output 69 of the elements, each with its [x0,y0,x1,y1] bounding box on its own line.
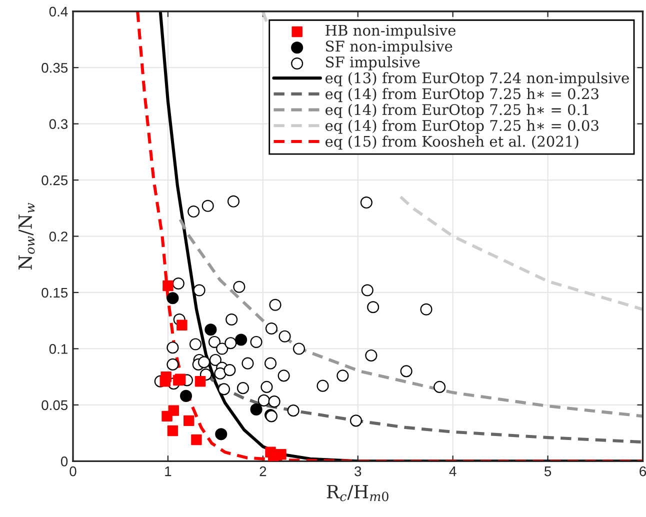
point [160,376,170,387]
y-tick-label: 0.05 [42,400,68,410]
point [215,428,228,440]
point [168,405,180,416]
point [268,396,280,408]
point [350,414,362,427]
legend-label: eq (14) from EurOtop 7.25 h∗ = 0.1 [326,104,588,118]
point [214,367,226,380]
point [361,284,374,296]
y-axis-title: N$_{ow}$/N$_{w}$ [18,202,35,270]
point [224,364,236,376]
point [265,322,278,334]
point [336,370,349,382]
x-tick-label: 5 [544,466,552,476]
point [278,370,290,382]
x-tick-label: 4 [449,466,456,476]
point [166,358,179,370]
point [218,383,230,396]
point [216,342,228,355]
legend-label: SF impulsive [326,56,420,70]
y-tick-label: 0.15 [42,288,68,298]
y-tick-label: 0.4 [49,6,68,17]
point [194,376,206,387]
legend-label: eq (13) from EurOtop 7.24 non-impulsive [326,72,629,86]
point [269,298,282,311]
x-tick-label: 6 [640,466,646,476]
legend-label: SF non-impulsive [326,40,452,54]
point [166,292,179,304]
point [235,334,248,346]
point [183,415,194,426]
point [193,284,206,296]
point [176,320,188,330]
y-tick-label: 0.2 [49,232,68,242]
point [189,338,202,350]
point [420,303,432,316]
point [250,403,262,416]
point [258,394,270,406]
point [204,324,217,336]
x-tick-label: 0 [70,466,76,476]
point [162,280,174,292]
y-tick-label: 0.25 [42,175,68,186]
point [278,330,291,342]
point [367,301,380,314]
point [242,357,254,370]
x-tick-label: 2 [260,466,266,476]
x-tick-label: 3 [354,466,362,476]
point [400,365,412,378]
point [202,200,214,212]
legend-label: eq (14) from EurOtop 7.25 h∗ = 0.23 [326,88,598,102]
point [166,342,179,354]
point [236,382,250,394]
x-tick-label: 1 [165,466,172,476]
y-tick-label: 0 [60,456,68,466]
legend-label: eq (14) from EurOtop 7.25 h∗ = 0.03 [326,120,598,134]
line-series [178,218,643,418]
point [292,342,306,355]
point [191,434,202,446]
y-tick-label: 0.1 [49,344,68,354]
point [180,390,192,402]
point [167,425,178,436]
legend-label: eq (15) from Koosheh et al. (2021) [326,136,578,150]
y-tick-label: 0.35 [42,62,68,73]
point [260,380,273,393]
x-axis-title: R$_{c}$/H$_{m0}$ [326,485,388,502]
point [198,356,210,368]
point [287,404,300,417]
point [434,380,446,393]
legend-label: HB non-impulsive [326,24,456,39]
y-tick-label: 0.3 [49,119,68,129]
